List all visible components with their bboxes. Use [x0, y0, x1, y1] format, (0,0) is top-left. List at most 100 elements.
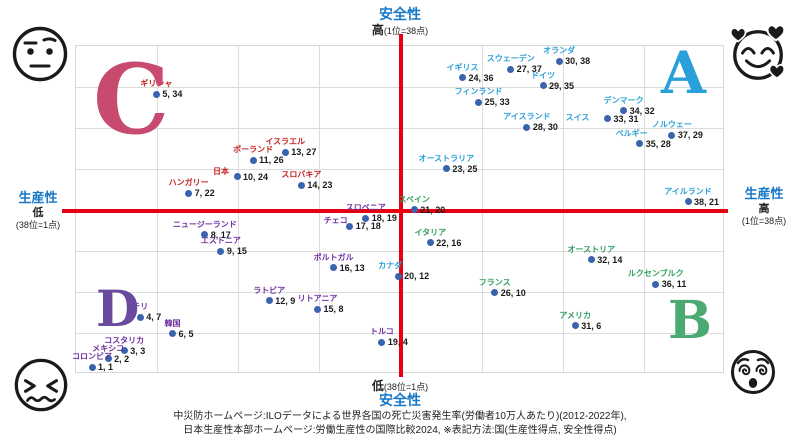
country-name-label: フランス — [478, 277, 511, 287]
left-axis-title: 生産性 — [2, 187, 74, 207]
country-name-label: ポルトガル — [313, 252, 354, 262]
country-name-label: エストニア — [200, 236, 241, 246]
quadrant-b-label: B — [668, 290, 712, 351]
data-point-dot — [201, 231, 209, 239]
country-name-label: オーストリア — [567, 244, 616, 254]
data-point-value-label: 29, 35 — [549, 80, 575, 91]
data-point-dot — [426, 239, 434, 247]
right-axis-label: 生産性 — [744, 186, 784, 201]
dizzy-face-icon — [731, 350, 775, 394]
data-point-value-label: 2, 2 — [114, 353, 130, 364]
bottom-axis-title: 安全性 — [340, 390, 460, 410]
country-name-label: ニュージーランド — [172, 219, 237, 229]
country-name-label: オランダ — [543, 46, 576, 55]
country-name-label: メキシコ — [92, 343, 125, 353]
data-point-value-label: 13, 27 — [291, 147, 317, 157]
data-point-value-label: 28, 30 — [532, 122, 558, 133]
country-name-label: スウェーデン — [486, 54, 535, 64]
data-point-dot — [297, 181, 305, 189]
right-scale-high: 高 — [758, 203, 770, 215]
country-name-label: チリ — [132, 302, 149, 312]
country-name-label: ドイツ — [531, 70, 555, 80]
data-point-dot — [394, 272, 402, 280]
data-point-dot — [571, 322, 579, 330]
country-name-label: ラトビア — [253, 285, 286, 295]
data-point-dot — [507, 65, 515, 73]
country-name-label: オーストラリア — [418, 153, 475, 163]
data-point-value-label: 3, 3 — [130, 345, 146, 356]
data-point-value-label: 26, 10 — [500, 287, 526, 298]
country-name-label: フィンランド — [454, 87, 503, 97]
country-name-label: アイスランド — [503, 112, 551, 122]
data-point-dot — [378, 338, 386, 346]
data-point-dot — [604, 115, 611, 123]
country-name-label: ギリシャ — [140, 79, 173, 89]
data-point-value-label: 24, 36 — [468, 72, 494, 83]
data-point-dot — [185, 189, 193, 197]
data-point-value-label: 14, 23 — [307, 180, 333, 191]
data-point-dot — [362, 214, 370, 222]
data-point-value-label: 5, 34 — [162, 89, 183, 100]
data-point-value-label: 18, 19 — [371, 213, 397, 224]
left-scale-low: 低 — [32, 207, 44, 219]
data-point-dot — [636, 140, 644, 148]
data-point-value-label: 30, 38 — [565, 56, 591, 66]
data-point-dot — [620, 107, 628, 115]
data-point-dot — [346, 222, 354, 230]
data-point-value-label: 12, 9 — [275, 295, 296, 306]
country-name-label: 日本 — [213, 166, 229, 176]
data-point-value-label: 15, 8 — [323, 304, 344, 315]
confounded-face-icon — [14, 358, 68, 412]
data-point-dot — [281, 148, 289, 156]
data-point-value-label: 37, 29 — [677, 130, 703, 141]
data-point-value-label: 16, 13 — [339, 262, 365, 273]
country-name-label: イタリア — [414, 227, 447, 237]
country-name-label: 韓国 — [164, 318, 181, 328]
data-point-dot — [668, 131, 676, 139]
data-point-dot — [555, 57, 563, 65]
data-point-value-label: 31, 6 — [581, 320, 602, 331]
top-scale-high: 高 — [371, 23, 384, 37]
country-name-label: ベルギー — [615, 128, 648, 138]
bottom-axis-label: 安全性 — [379, 392, 421, 408]
bottom-axis-scale: 低(38位=1点) — [330, 377, 470, 395]
data-point-dot — [233, 173, 241, 181]
quadrant-a-label: A — [661, 39, 707, 107]
data-point-value-label: 25, 33 — [484, 97, 510, 108]
quadrant-c-label: C — [93, 43, 170, 156]
right-scale-note: (1位=38点) — [741, 216, 787, 226]
footer-source-line1: 中災防ホームページ:ILOデータによる世界各国の死亡災害発生率(労働者10万人あ… — [173, 411, 627, 422]
country-name-label: イギリス — [446, 62, 479, 72]
data-point-dot — [652, 280, 660, 288]
data-point-dot — [459, 74, 466, 82]
data-point-dot — [684, 198, 692, 206]
country-name-label: アイルランド — [664, 186, 712, 196]
data-point-value-label: 11, 26 — [259, 155, 284, 166]
data-point-value-label: 33, 31 — [613, 113, 639, 124]
data-point-dot — [152, 90, 160, 98]
data-point-value-label: 4, 7 — [146, 312, 162, 323]
data-point-value-label: 20, 12 — [404, 271, 430, 281]
data-point-dot — [120, 347, 128, 354]
country-name-label: スロベニア — [345, 203, 386, 213]
data-point-value-label: 38, 21 — [694, 196, 720, 207]
data-point-dot — [217, 247, 225, 255]
data-point-value-label: 27, 37 — [516, 64, 542, 75]
data-point-value-label: 7, 22 — [194, 188, 215, 199]
top-scale-note: (1位=38点) — [383, 26, 429, 36]
country-name-label: ルクセンブルク — [627, 269, 684, 279]
data-point-dot — [523, 123, 531, 131]
country-name-label: ポーランド — [233, 145, 274, 155]
data-point-dot — [475, 98, 483, 106]
data-point-value-label: 9, 15 — [226, 246, 247, 257]
data-point-value-label: 10, 24 — [243, 171, 269, 182]
country-name-label: デンマーク — [603, 95, 644, 105]
data-point-dot — [169, 330, 176, 338]
country-name-label: コスタリカ — [104, 335, 145, 345]
data-point-value-label: 19, 4 — [387, 337, 408, 348]
data-point-dot — [539, 82, 547, 90]
data-point-value-label: 1, 1 — [98, 362, 114, 372]
country-name-label: リトアニア — [297, 294, 338, 304]
data-point-dot — [265, 297, 273, 305]
data-point-dot — [104, 355, 112, 363]
